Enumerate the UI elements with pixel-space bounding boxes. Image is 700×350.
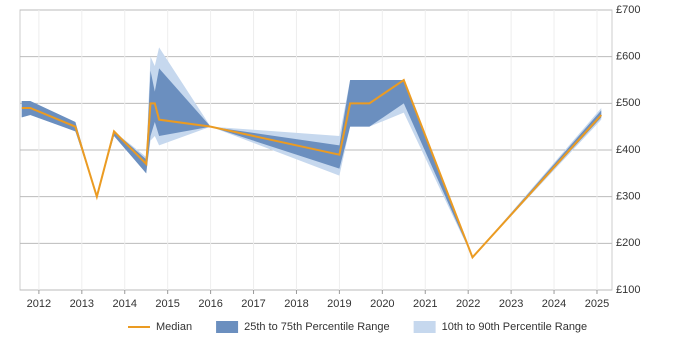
y-tick-label: £400 (616, 144, 640, 156)
legend-swatch (413, 321, 436, 333)
x-tick-label: 2013 (70, 298, 94, 310)
x-tick-label: 2015 (155, 298, 179, 310)
x-tick-label: 2022 (456, 298, 480, 310)
legend-swatch (216, 321, 239, 333)
y-tick-label: £100 (616, 284, 640, 296)
y-tick-label: £200 (616, 237, 640, 249)
y-tick-label: £500 (616, 97, 640, 109)
x-tick-label: 2014 (113, 298, 137, 310)
x-tick-label: 2020 (370, 298, 394, 310)
y-tick-label: £600 (616, 51, 640, 63)
percentile-band (21, 68, 602, 258)
legend-label: 25th to 75th Percentile Range (244, 321, 390, 333)
x-tick-label: 2024 (542, 298, 566, 310)
x-tick-label: 2012 (27, 298, 51, 310)
x-tick-label: 2021 (413, 298, 437, 310)
x-tick-label: 2016 (198, 298, 222, 310)
legend-label: Median (156, 321, 192, 333)
x-tick-label: 2023 (499, 298, 523, 310)
legend-label: 10th to 90th Percentile Range (442, 321, 588, 333)
y-tick-label: £700 (616, 4, 640, 16)
x-tick-label: 2018 (284, 298, 308, 310)
median-line (21, 78, 603, 260)
y-tick-label: £300 (616, 191, 640, 203)
x-tick-label: 2017 (241, 298, 265, 310)
x-tick-label: 2025 (585, 298, 609, 310)
x-tick-label: 2019 (327, 298, 351, 310)
